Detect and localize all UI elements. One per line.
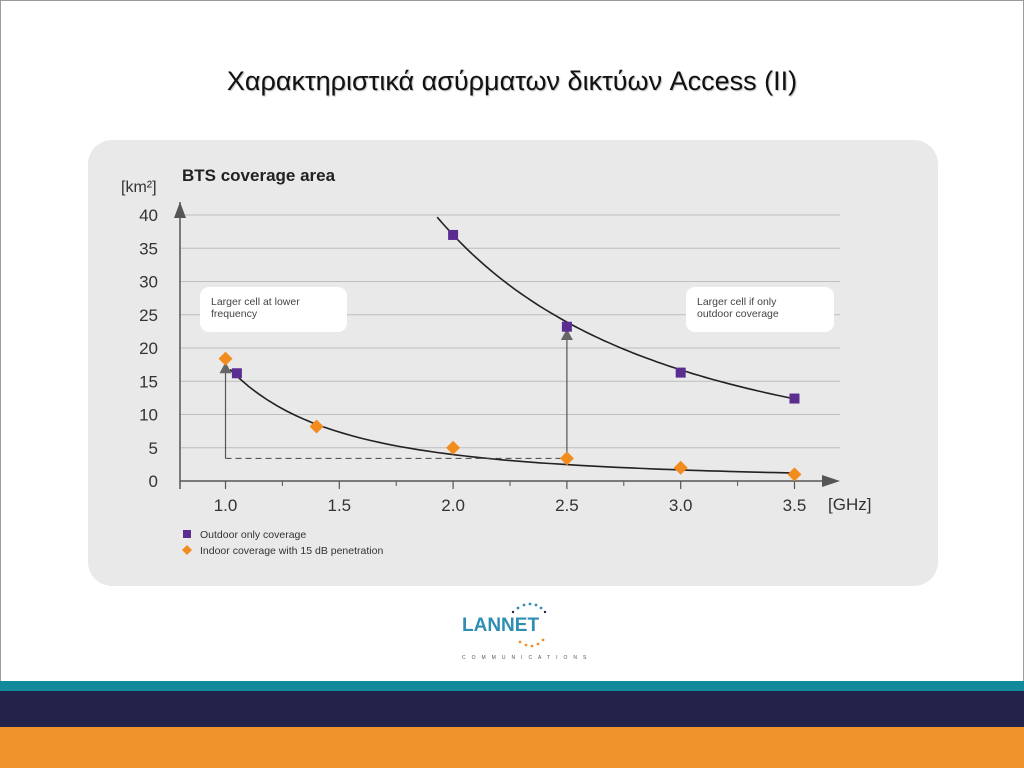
arrow-up-icon <box>219 361 232 374</box>
annotation-line: Larger cell if only <box>697 296 777 308</box>
y-axis-label: [km²] <box>121 179 157 196</box>
x-tick-label: 3.0 <box>669 496 693 515</box>
outdoor-data-point <box>675 367 686 378</box>
indoor-data-point <box>559 451 574 466</box>
indoor-data-point <box>309 419 324 434</box>
annotation-line: frequency <box>211 308 258 320</box>
indoor-data-point <box>673 460 688 475</box>
outdoor-trend-line <box>436 216 795 400</box>
footer-band-navy <box>0 691 1024 727</box>
x-tick-label: 3.5 <box>783 496 807 515</box>
logo-dots-icon <box>511 602 547 648</box>
annotation-text: Larger cell if only outdoor coverage <box>697 296 779 320</box>
y-tick-label: 30 <box>139 273 158 292</box>
x-tick-label: 1.5 <box>327 496 351 515</box>
legend-swatch-square <box>183 530 191 538</box>
indoor-trend-line <box>229 368 795 474</box>
annotation-text: Larger cell at lower frequency <box>211 296 300 320</box>
y-tick-label: 35 <box>139 239 158 258</box>
annotation-line: outdoor coverage <box>697 308 779 320</box>
footer-band-teal <box>0 681 1024 691</box>
logo-subtitle: COMMUNICATIONS <box>462 655 593 661</box>
outdoor-data-point <box>231 368 242 379</box>
x-tick-label: 2.0 <box>441 496 465 515</box>
outdoor-data-point <box>789 393 800 404</box>
logo-wordmark: LANNET <box>462 615 540 636</box>
arrow-up-icon <box>560 328 573 341</box>
outdoor-data-point <box>561 321 572 332</box>
footer-band-orange <box>0 727 1024 768</box>
legend-label: Indoor coverage with 15 dB penetration <box>200 545 383 557</box>
y-tick-label: 0 <box>149 472 158 491</box>
y-tick-label: 20 <box>139 339 158 358</box>
x-axis-arrow-icon <box>822 475 840 487</box>
legend-swatch-diamond <box>182 545 192 555</box>
annotation-box <box>200 287 347 332</box>
x-axis-label: [GHz] <box>828 495 871 514</box>
indoor-data-point <box>787 467 802 482</box>
annotation-line: Larger cell at lower <box>211 296 300 308</box>
chart-title: BTS coverage area <box>182 166 336 185</box>
x-tick-label: 1.0 <box>214 496 238 515</box>
y-tick-label: 40 <box>139 206 158 225</box>
outdoor-data-point <box>448 229 459 240</box>
lannet-logo: LANNET COMMUNICATIONS <box>440 598 590 668</box>
annotation-larger-cell-low-freq: Larger cell at lower frequency <box>200 287 347 332</box>
annotation-larger-cell-outdoor: Larger cell if only outdoor coverage <box>686 287 834 332</box>
chart-panel: Larger cell at lower frequency Larger cell… <box>88 140 938 586</box>
y-tick-label: 10 <box>139 406 158 425</box>
slide-title: Χαρακτηριστικά ασύρματων δικτύων Access … <box>226 66 798 96</box>
x-tick-label: 2.5 <box>555 496 579 515</box>
annotation-box <box>686 287 834 332</box>
y-axis-arrow-icon <box>174 202 186 218</box>
indoor-data-point <box>446 440 461 455</box>
legend-label: Outdoor only coverage <box>200 529 306 541</box>
y-tick-label: 25 <box>139 306 158 325</box>
y-tick-label: 5 <box>149 439 158 458</box>
indoor-data-point <box>218 351 233 366</box>
y-tick-label: 15 <box>139 372 158 391</box>
